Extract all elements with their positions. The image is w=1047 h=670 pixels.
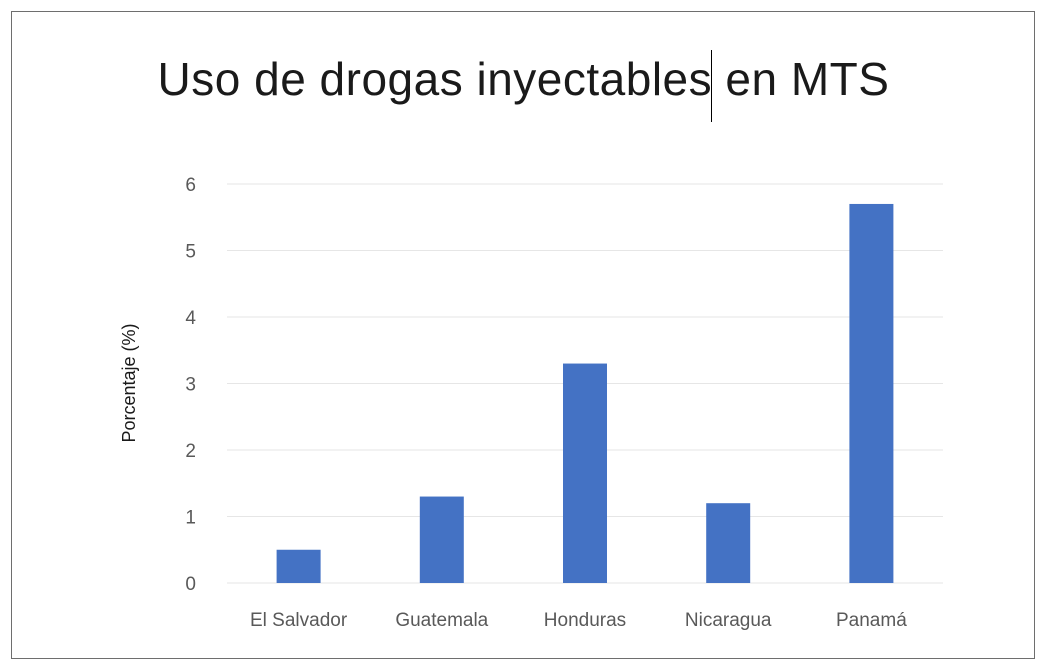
bar-el-salvador [276,549,321,583]
bars [276,203,894,583]
bar-nicaragua [706,503,751,583]
y-tick-label: 1 [185,508,196,529]
x-tick-label: Guatemala [395,610,488,631]
bar-panam- [849,203,894,583]
y-tick-label: 3 [185,375,196,396]
bar-honduras [563,363,607,583]
x-tick-label: Panamá [836,610,907,631]
y-tick-label: 6 [185,175,196,196]
x-tick-label: El Salvador [250,610,348,631]
y-tick-label: 2 [185,441,196,462]
y-tick-label: 4 [185,308,196,329]
x-axis-ticks: El Salvador Guatemala Honduras Nicaragua Pan… [250,610,907,631]
y-tick-label: 0 [185,574,196,595]
y-tick-label: 5 [185,242,196,263]
y-axis-ticks: 0 1 2 3 4 5 6 [185,175,196,595]
y-axis-label: Porcentaje (%) [119,323,139,442]
x-tick-label: Nicaragua [685,610,772,631]
bar-guatemala [419,496,464,583]
chart-title: Uso de drogas inyectables en MTS [157,53,890,105]
x-tick-label: Honduras [544,610,626,631]
text-cursor [711,50,712,122]
